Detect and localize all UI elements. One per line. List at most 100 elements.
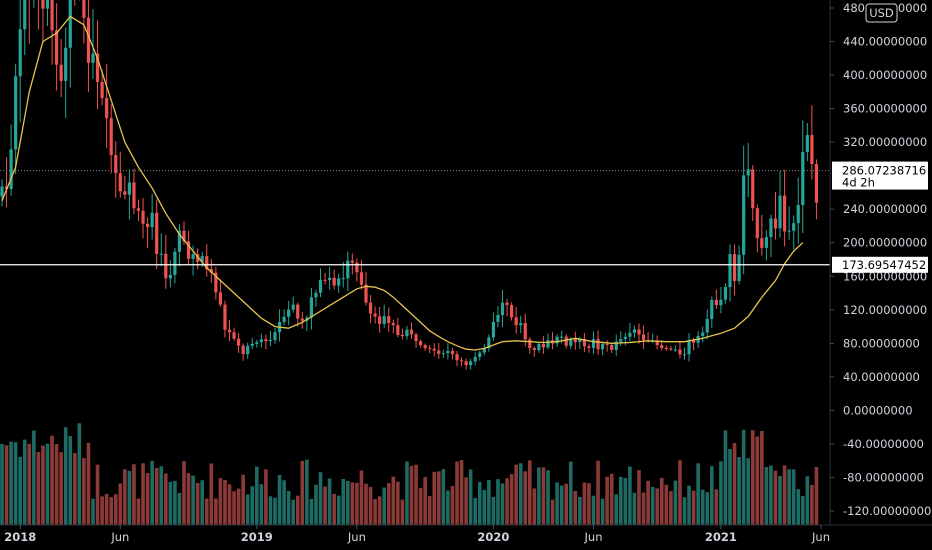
candle-body (464, 361, 468, 366)
candle (373, 306, 377, 324)
candle-body (769, 218, 773, 238)
candle (564, 334, 568, 349)
volume-bar (441, 469, 446, 525)
candle-body (177, 230, 182, 252)
candle (573, 331, 577, 350)
volume-bar (805, 476, 810, 525)
candle (323, 272, 327, 285)
volume-bar (191, 475, 195, 525)
volume-bar (22, 439, 27, 525)
volume-bar (587, 483, 591, 525)
x-tick-label: 2019 (241, 530, 273, 544)
volume-bar (314, 484, 318, 525)
volume-bar (778, 475, 782, 525)
candle (350, 253, 354, 275)
volume-bar (423, 476, 427, 525)
volume-bar (164, 473, 168, 525)
volume-bar (73, 453, 77, 525)
candle-body (364, 284, 368, 303)
candle-body (701, 332, 705, 337)
candle (732, 244, 737, 296)
volume-bar (82, 458, 86, 525)
volume-bar (182, 461, 186, 525)
candle (537, 342, 541, 353)
volume-bar (696, 463, 700, 525)
last-price-label: 286.07238716 (842, 164, 926, 178)
candle (141, 197, 145, 239)
candle (701, 326, 705, 343)
candle-body (227, 329, 232, 333)
candle-body (473, 356, 477, 362)
volume-bar (241, 474, 245, 525)
candle-body (91, 53, 95, 63)
volume-bar (578, 496, 582, 525)
candle (45, 0, 50, 27)
candle (273, 327, 277, 344)
volume-bar (550, 499, 555, 525)
candle-body (355, 262, 359, 273)
candle (614, 334, 618, 356)
candle (296, 302, 300, 327)
currency-label: USD (869, 6, 894, 20)
candle-body (405, 329, 409, 337)
candle (9, 124, 13, 196)
candle (510, 302, 514, 321)
candle-body (18, 29, 22, 77)
candle (546, 333, 550, 350)
candle-body (378, 316, 382, 324)
volume-bar (86, 442, 91, 525)
candle-body (168, 274, 172, 279)
candle (237, 332, 241, 353)
volume-bar (505, 478, 509, 525)
bar-countdown-label: 4d 2h (842, 176, 875, 190)
candle-body (482, 348, 486, 353)
candle-body (159, 253, 163, 255)
candle (341, 261, 345, 288)
currency-button[interactable]: USD (865, 3, 898, 23)
currency-button-box (865, 3, 898, 23)
candle (419, 339, 423, 348)
candle-body (132, 182, 136, 209)
x-axis[interactable]: 2018 Jun 2019 Jun 2020 Jun 2021 Jun (4, 525, 830, 544)
volume-bar (100, 496, 104, 525)
volume-bar (414, 464, 418, 525)
volume-bar (473, 497, 477, 525)
volume-bar (50, 435, 54, 525)
candle-body (387, 316, 391, 324)
candle (755, 204, 759, 253)
volume-bar (113, 494, 118, 525)
candle-body (186, 241, 191, 259)
candle-body (573, 338, 577, 343)
candle-body (250, 343, 254, 346)
candle (742, 145, 746, 275)
candle-body (719, 299, 723, 306)
candle-body (264, 339, 268, 342)
candle (64, 27, 68, 119)
candle-body (382, 316, 386, 324)
volume-bar (628, 466, 632, 525)
volume-bar (609, 473, 614, 525)
candle-body (810, 135, 814, 164)
candle-body (814, 163, 819, 203)
candle (432, 343, 436, 357)
volume-bar (268, 496, 273, 525)
candle-body (491, 321, 495, 338)
candle (719, 287, 723, 314)
candle-body (469, 361, 473, 366)
candle (491, 312, 495, 341)
candle-body (591, 339, 596, 348)
candle-body (318, 279, 323, 293)
candle-body (218, 292, 222, 305)
candle (814, 159, 819, 220)
candle-body (155, 212, 159, 254)
candle-body (100, 81, 104, 99)
volume-bar (332, 493, 336, 525)
candle-body (23, 0, 27, 30)
volume-bar (646, 480, 650, 525)
candle (628, 322, 632, 342)
volume-bar (54, 444, 59, 525)
candle (605, 340, 609, 352)
last-price-tag: 286.07238716 4d 2h (832, 161, 928, 190)
volume-bar (355, 482, 359, 525)
